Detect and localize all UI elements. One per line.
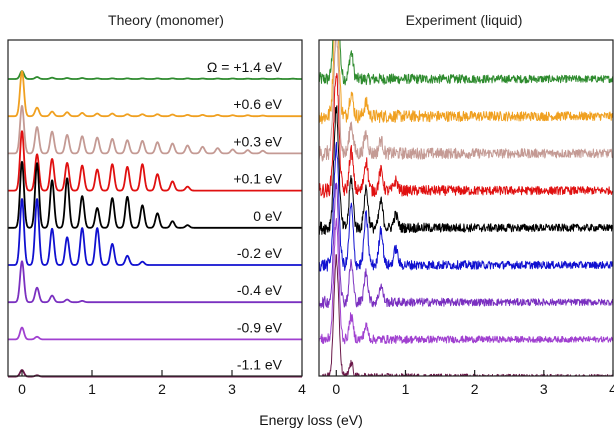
series-line-theory-0.4-ev (7, 260, 303, 304)
series-line-experiment-4 (319, 72, 614, 199)
trace-label-0.4-ev: -0.4 eV (237, 282, 283, 298)
x-tick-label-experiment-0: 0 (332, 381, 340, 397)
x-axis-title: Energy loss (eV) (259, 412, 362, 428)
trace-label-0.9-ev: -0.9 eV (237, 319, 283, 335)
x-tick-label-theory-4: 4 (298, 381, 306, 397)
series-line-theory-+0.3-ev (7, 104, 303, 155)
trace-labels-theory: Ω = +1.4 eV +0.6 eV +0.3 eV +0.1 eV 0 eV -0.2… (207, 59, 283, 373)
trace-label-+1.4-ev: Ω = +1.4 eV (207, 59, 283, 75)
x-tick-label-theory-0: 0 (18, 381, 26, 397)
panel-experiment: Experiment (liquid) 0 1 2 3 4 (318, 12, 614, 397)
trace-label-+0.1-ev: +0.1 eV (233, 171, 282, 187)
x-tick-label-experiment-2: 2 (471, 381, 479, 397)
trace-label-0.2-ev: -0.2 eV (237, 245, 283, 261)
trace-label-+0.6-ev: +0.6 eV (233, 96, 282, 112)
series-line-theory-+1.4-ev (7, 70, 303, 80)
series-line-experiment-8 (319, 217, 614, 345)
series-line-theory-0.2-ev (7, 198, 303, 266)
plot-frame-experiment (318, 39, 614, 377)
x-ticks-theory: 0 1 2 3 4 (18, 370, 306, 397)
series-line-experiment-5 (319, 105, 614, 235)
x-ticks-experiment: 0 1 2 3 4 (332, 370, 614, 397)
series-line-experiment-2 (319, 40, 614, 125)
series-line-experiment-3 (319, 40, 614, 162)
trace-label-1.1-ev: -1.1 eV (237, 357, 283, 373)
plot-frame-theory (7, 39, 303, 377)
panel-title-experiment: Experiment (liquid) (406, 12, 523, 28)
x-tick-label-experiment-1: 1 (402, 381, 410, 397)
x-tick-label-theory-2: 2 (158, 381, 166, 397)
series-line-experiment-6 (319, 141, 614, 272)
series-line-experiment-1 (319, 40, 614, 86)
x-tick-label-theory-3: 3 (228, 381, 236, 397)
series-line-experiment-9 (322, 254, 614, 376)
series-line-theory-+0.6-ev (7, 70, 303, 118)
series-line-theory-0-ev (7, 160, 303, 229)
trace-label-+0.3-ev: +0.3 eV (233, 133, 282, 149)
series-line-theory-+0.1-ev (7, 130, 303, 192)
traces-experiment (319, 40, 614, 376)
panel-theory: Theory (monomer) 0 1 2 3 4 Ω = +1.4 eV +0.6 e… (7, 12, 306, 397)
trace-label-0-ev: 0 eV (253, 208, 282, 224)
series-line-theory-0.9-ev (7, 326, 303, 341)
panel-title-theory: Theory (monomer) (108, 12, 224, 28)
x-tick-label-experiment-3: 3 (540, 381, 548, 397)
series-line-experiment-7 (319, 182, 614, 309)
x-tick-label-experiment-4: 4 (609, 381, 614, 397)
x-tick-label-theory-1: 1 (88, 381, 96, 397)
